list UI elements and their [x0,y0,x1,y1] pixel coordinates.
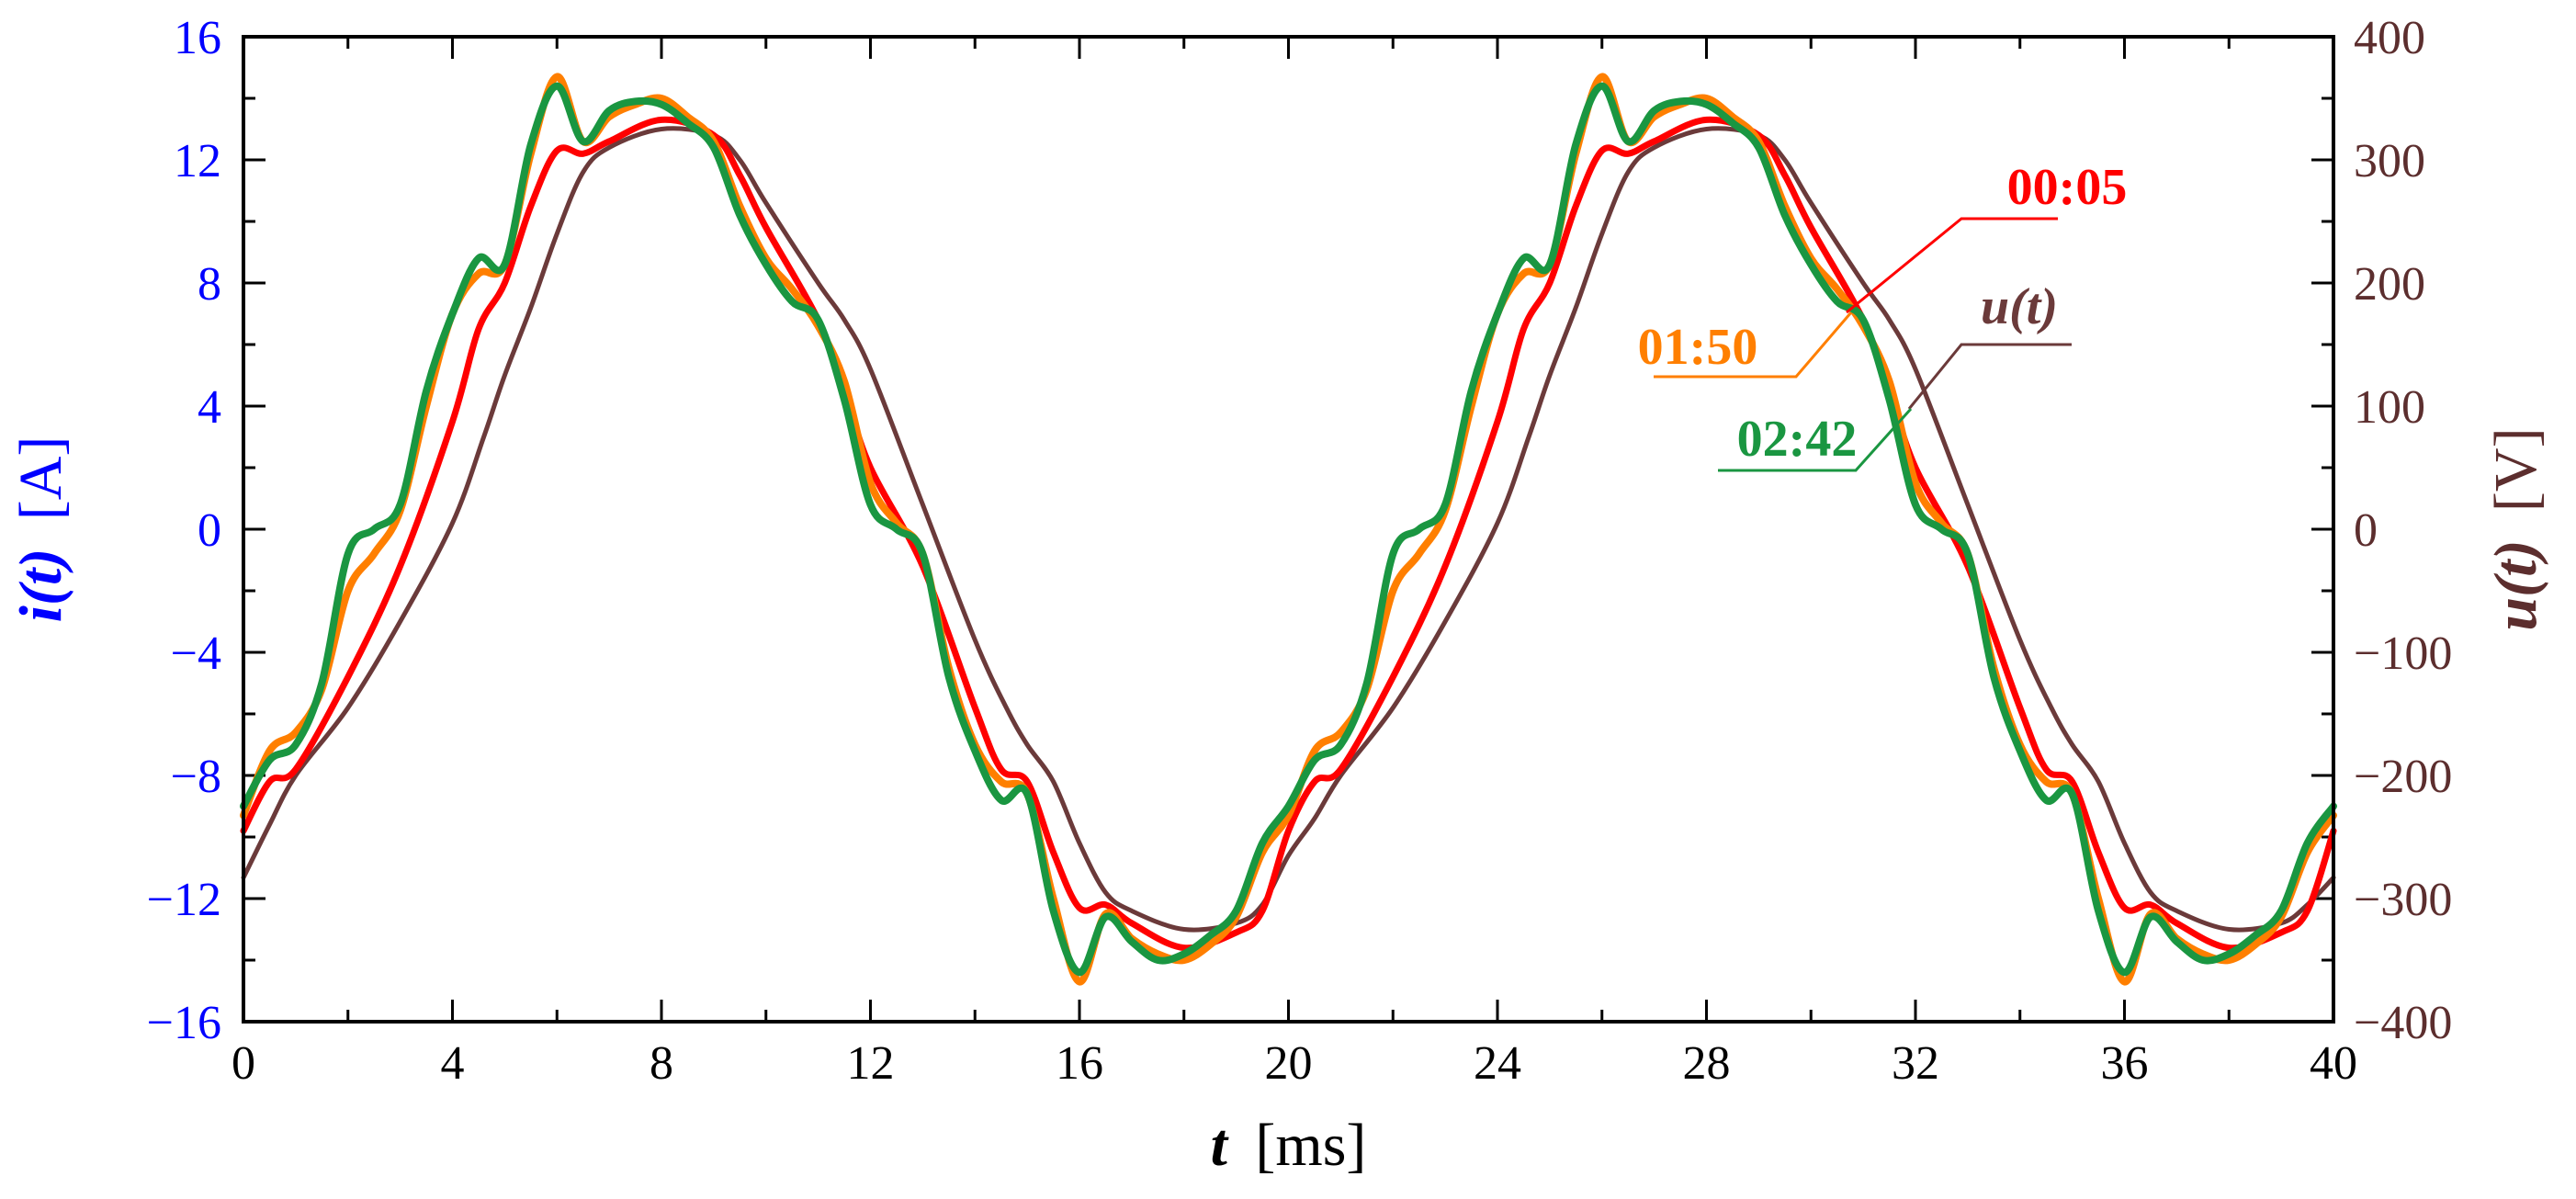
y-right-tick-label: 100 [2354,381,2425,434]
y-left-axis-title: i(t) [A] [7,436,74,623]
y-right-tick-label: 200 [2354,258,2425,311]
annotation-leader-01-50 [1654,311,1853,379]
y-left-tick-label: −8 [171,751,221,803]
x-tick-label: 16 [1056,1037,1103,1090]
y-left-tick-label: −12 [147,874,221,926]
y-left-tick-label: 4 [198,381,221,434]
y-left-unit: [A] [7,436,74,521]
x-axis-symbol: t [1211,1112,1229,1179]
y-right-tick-label: 300 [2354,135,2425,187]
x-tick-label: 24 [1474,1037,1521,1090]
annotation-layer: 00:05 u(t) 01:50 02:42 [1638,159,2128,472]
series-line-00-05 [240,116,2337,952]
y-left-tick-label: −4 [171,628,221,680]
x-tick-label: 0 [232,1037,255,1090]
y-right-ticks: −400 −300 −200 −100 0 100 200 300 400 [2311,12,2452,1049]
annotation-leader-02-42 [1718,407,1913,472]
y-right-axis-title: u(t) [V] [2482,427,2549,630]
series-line-u-t [241,126,2336,933]
x-tick-label: 8 [650,1037,673,1090]
x-tick-label: 12 [847,1037,895,1090]
annotation-label-01-50: 01:50 [1638,319,1758,376]
y-right-tick-label: −400 [2354,997,2452,1049]
y-right-tick-label: −200 [2354,751,2452,803]
series-layer [240,73,2337,986]
annotation-label-02-42: 02:42 [1737,411,1858,468]
y-left-tick-label: 0 [198,504,221,557]
y-right-unit: [V] [2482,427,2549,512]
x-tick-label: 4 [441,1037,465,1090]
y-left-tick-label: −16 [147,997,221,1049]
x-tick-label: 28 [1683,1037,1731,1090]
x-tick-label: 32 [1892,1037,1939,1090]
annotation-label-00-05: 00:05 [2007,159,2128,216]
y-right-tick-label: −300 [2354,874,2452,926]
x-tick-label: 40 [2310,1037,2357,1090]
x-axis-title: t [ms] [1211,1112,1367,1179]
y-left-tick-label: 16 [174,12,221,64]
annotation-label-u-t: u(t) [1981,278,2058,335]
y-right-tick-label: 0 [2354,504,2378,557]
x-axis-unit: [ms] [1255,1112,1366,1179]
y-left-tick-label: 12 [174,135,221,187]
x-ticks: 0 4 8 12 16 20 24 28 32 36 40 [232,37,2357,1090]
plot-frame [242,35,2335,1024]
y-left-symbol: i(t) [7,549,74,623]
y-right-tick-label: −100 [2354,628,2452,680]
annotation-leader-u-t [1907,343,2072,410]
x-tick-label: 36 [2101,1037,2149,1090]
series-line-02-42 [240,82,2337,977]
annotation-leader-00-05 [1846,217,2058,314]
y-right-tick-label: 400 [2354,12,2425,64]
x-tick-label: 20 [1265,1037,1313,1090]
y-left-ticks: −16 −12 −8 −4 0 4 8 12 16 [147,12,266,1049]
y-left-tick-label: 8 [198,258,221,311]
y-right-symbol: u(t) [2482,540,2549,631]
